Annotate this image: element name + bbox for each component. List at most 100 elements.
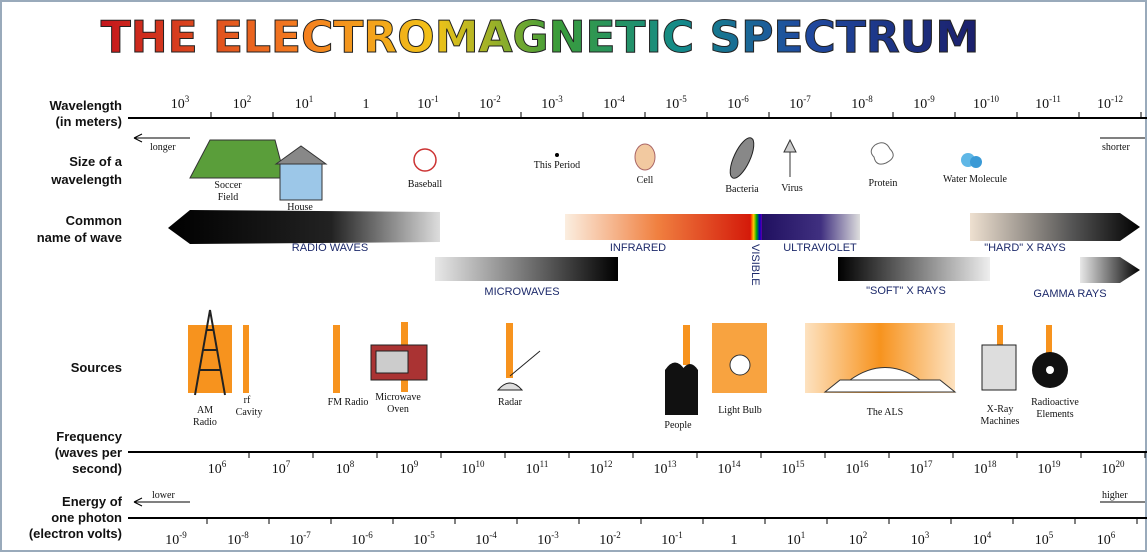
tick-label: 10-6	[727, 94, 749, 112]
cell-icon	[635, 144, 655, 170]
tick-exponent: -5	[427, 530, 435, 540]
tick-label: 1019	[1038, 459, 1062, 477]
tick-label: 10-8	[851, 94, 873, 112]
spectrum-diagram: THE ELECTROMAGNETIC SPECTRUM Wavelength …	[0, 0, 1147, 552]
size-label: Field	[218, 192, 239, 203]
tick-base: 10	[165, 533, 179, 548]
tick-exponent: 18	[988, 459, 998, 469]
tick-exponent: -3	[551, 530, 559, 540]
bulb-icon	[730, 355, 750, 375]
tick-exponent: 5	[1049, 530, 1054, 540]
frequency-ticks: 1061071081091010101110121013101410151016…	[208, 452, 1145, 477]
tick-exponent: -2	[613, 530, 621, 540]
source-label: The ALS	[867, 407, 903, 418]
tick-base: 10	[413, 533, 427, 548]
period-icon	[555, 153, 559, 157]
tick-label: 10-3	[541, 94, 563, 112]
tick-label: 1013	[654, 459, 678, 477]
tick-label: 10-5	[413, 530, 435, 548]
gamma-band	[1080, 257, 1140, 283]
tick-base: 10	[1038, 462, 1052, 477]
people-icon	[665, 363, 698, 416]
tick-label: 10-2	[479, 94, 501, 112]
tick-exponent: 11	[540, 459, 549, 469]
arrow-label: shorter	[1102, 142, 1130, 153]
tick-exponent: 15	[796, 459, 806, 469]
tick-label: 10-1	[661, 530, 683, 548]
row-label: Sources	[71, 360, 122, 375]
row-label: second)	[72, 461, 122, 476]
tick-label: 10-7	[289, 530, 311, 548]
source-label: Machines	[981, 416, 1020, 427]
tick-exponent: 3	[185, 94, 190, 104]
tick-exponent: -6	[741, 94, 749, 104]
tick-exponent: 2	[863, 530, 868, 540]
xray-machine-icon	[982, 345, 1016, 390]
source-band	[243, 325, 249, 393]
source-band	[506, 323, 513, 378]
tick-label: 1014	[718, 459, 742, 477]
tick-base: 10	[973, 533, 987, 548]
tick-base: 10	[782, 462, 796, 477]
tick-label: 105	[1035, 530, 1054, 548]
tick-label: 109	[400, 459, 419, 477]
source-label: Oven	[387, 404, 409, 415]
arrow-label: longer	[150, 142, 176, 153]
tick-exponent: 13	[668, 459, 678, 469]
tick-exponent: -4	[617, 94, 625, 104]
tick-base: 10	[462, 462, 476, 477]
arrow-left	[134, 134, 190, 142]
tick-label: 10-1	[417, 94, 439, 112]
size-label: This Period	[534, 160, 580, 171]
tick-exponent: -7	[803, 94, 811, 104]
size-label: Bacteria	[725, 184, 759, 195]
tick-exponent: 19	[1052, 459, 1062, 469]
tick-label: 1	[731, 533, 738, 548]
wave-label: VISIBLE	[749, 244, 761, 286]
tick-label: 10-6	[351, 530, 373, 548]
tick-label: 102	[233, 94, 252, 112]
tick-base: 1	[363, 97, 370, 112]
tick-base: 10	[289, 533, 303, 548]
tick-label: 1012	[590, 459, 613, 477]
tick-label: 103	[911, 530, 930, 548]
radioactive-center-icon	[1046, 366, 1054, 374]
hard-xray-band	[970, 213, 1140, 241]
row-label: name of wave	[37, 230, 122, 245]
row-label: one photon	[51, 510, 122, 525]
tick-label: 104	[973, 530, 992, 548]
tick-exponent: -3	[555, 94, 563, 104]
tick-base: 10	[787, 533, 801, 548]
source-band	[333, 325, 340, 393]
tick-label: 10-12	[1097, 94, 1123, 112]
soccer-field-icon	[190, 140, 285, 178]
size-label: Soccer	[214, 180, 242, 191]
tick-base: 10	[599, 533, 613, 548]
tick-base: 10	[654, 462, 668, 477]
tick-exponent: -10	[987, 94, 999, 104]
source-band	[683, 325, 690, 365]
tick-exponent: -8	[865, 94, 873, 104]
row-label: (in meters)	[56, 114, 122, 129]
wave-label: INFRARED	[610, 242, 666, 254]
tick-label: 106	[1097, 530, 1116, 548]
tick-label: 103	[171, 94, 190, 112]
tick-base: 10	[665, 97, 679, 112]
ultraviolet-band	[762, 214, 860, 240]
tick-exponent: -4	[489, 530, 497, 540]
tick-label: 10-10	[973, 94, 999, 112]
tick-base: 10	[846, 462, 860, 477]
tick-label: 102	[849, 530, 868, 548]
tick-base: 10	[851, 97, 865, 112]
source-label: Cavity	[236, 407, 263, 418]
tick-base: 10	[718, 462, 732, 477]
tick-base: 10	[789, 97, 803, 112]
tick-label: 10-2	[599, 530, 621, 548]
row-label: Frequency	[56, 429, 123, 444]
source-label: Radio	[193, 417, 217, 428]
tick-base: 10	[541, 97, 555, 112]
tick-base: 10	[661, 533, 675, 548]
tick-base: 10	[227, 533, 241, 548]
tick-exponent: 12	[604, 459, 613, 469]
tick-base: 10	[727, 97, 741, 112]
